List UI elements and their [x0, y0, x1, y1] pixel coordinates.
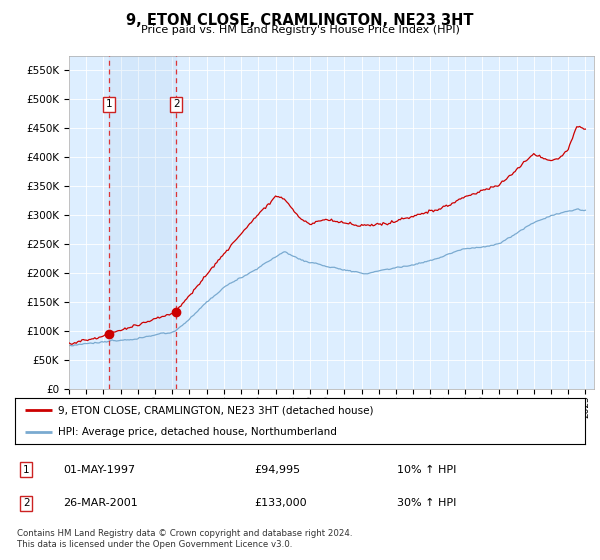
Text: Contains HM Land Registry data © Crown copyright and database right 2024.
This d: Contains HM Land Registry data © Crown c…: [17, 529, 352, 549]
Text: £94,995: £94,995: [254, 465, 301, 475]
Text: 1: 1: [23, 465, 30, 475]
Text: 1: 1: [106, 99, 112, 109]
Text: 9, ETON CLOSE, CRAMLINGTON, NE23 3HT: 9, ETON CLOSE, CRAMLINGTON, NE23 3HT: [126, 13, 474, 29]
Text: 26-MAR-2001: 26-MAR-2001: [64, 498, 138, 508]
Text: 2: 2: [173, 99, 179, 109]
Text: £133,000: £133,000: [254, 498, 307, 508]
Bar: [109, 56, 176, 389]
Text: HPI: Average price, detached house, Northumberland: HPI: Average price, detached house, Nort…: [58, 427, 337, 437]
Text: 01-MAY-1997: 01-MAY-1997: [64, 465, 136, 475]
Text: 30% ↑ HPI: 30% ↑ HPI: [397, 498, 456, 508]
Text: 9, ETON CLOSE, CRAMLINGTON, NE23 3HT (detached house): 9, ETON CLOSE, CRAMLINGTON, NE23 3HT (de…: [58, 405, 373, 416]
Text: Price paid vs. HM Land Registry's House Price Index (HPI): Price paid vs. HM Land Registry's House …: [140, 25, 460, 35]
Text: 10% ↑ HPI: 10% ↑ HPI: [397, 465, 456, 475]
Text: 2: 2: [23, 498, 30, 508]
